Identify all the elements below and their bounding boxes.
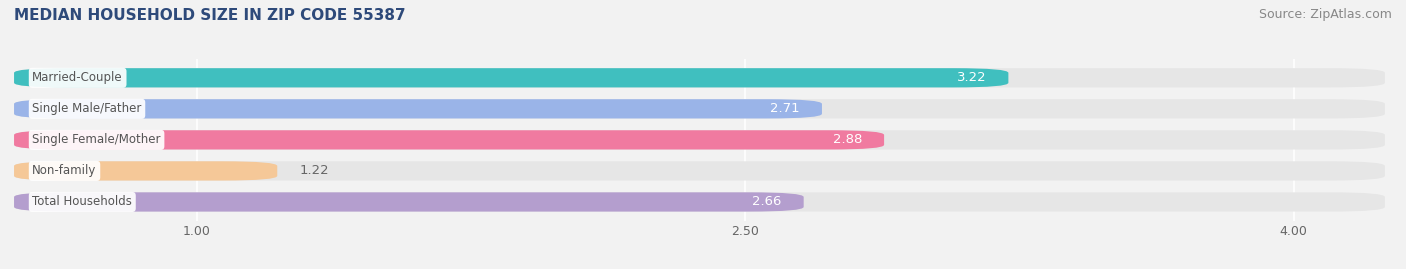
FancyBboxPatch shape — [14, 130, 1385, 150]
Text: 2.88: 2.88 — [832, 133, 862, 146]
FancyBboxPatch shape — [14, 99, 823, 118]
Text: Total Households: Total Households — [32, 196, 132, 208]
Text: Single Female/Mother: Single Female/Mother — [32, 133, 160, 146]
Text: 2.66: 2.66 — [752, 196, 782, 208]
Text: Source: ZipAtlas.com: Source: ZipAtlas.com — [1258, 8, 1392, 21]
FancyBboxPatch shape — [14, 192, 804, 212]
Text: 2.71: 2.71 — [770, 102, 800, 115]
Text: Married-Couple: Married-Couple — [32, 71, 122, 84]
Text: 1.22: 1.22 — [299, 164, 329, 178]
FancyBboxPatch shape — [14, 68, 1008, 87]
Text: 3.22: 3.22 — [957, 71, 987, 84]
FancyBboxPatch shape — [14, 161, 277, 180]
FancyBboxPatch shape — [14, 130, 884, 150]
FancyBboxPatch shape — [14, 99, 1385, 118]
FancyBboxPatch shape — [14, 161, 1385, 180]
Text: Single Male/Father: Single Male/Father — [32, 102, 142, 115]
Text: Non-family: Non-family — [32, 164, 97, 178]
FancyBboxPatch shape — [14, 192, 1385, 212]
FancyBboxPatch shape — [14, 68, 1385, 87]
Text: MEDIAN HOUSEHOLD SIZE IN ZIP CODE 55387: MEDIAN HOUSEHOLD SIZE IN ZIP CODE 55387 — [14, 8, 406, 23]
